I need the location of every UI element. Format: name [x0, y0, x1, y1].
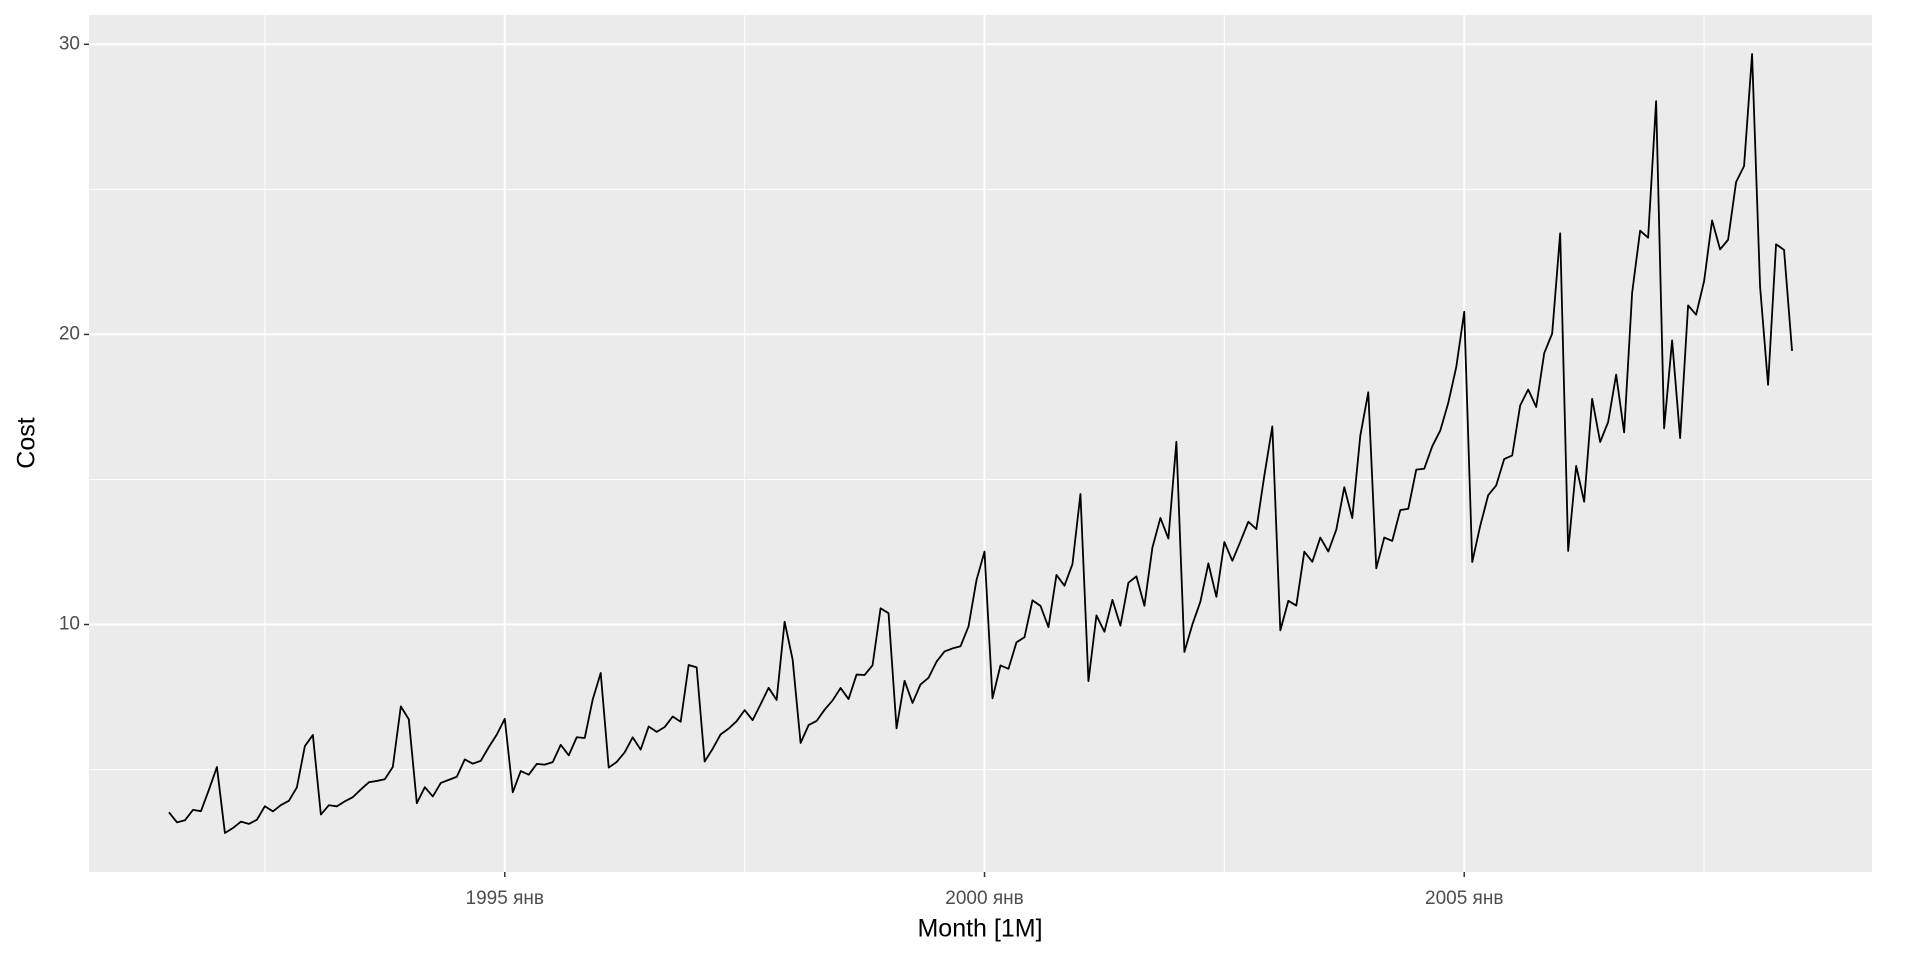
y-tick-label: 10 [59, 614, 80, 635]
x-axis-title: Month [1M] [917, 915, 1042, 943]
plot-panel [89, 15, 1872, 872]
y-tick-label: 20 [59, 323, 80, 344]
line-series [168, 53, 1793, 834]
x-tick-label: 2005 янв [1425, 888, 1503, 909]
x-tick-label: 2000 янв [945, 888, 1023, 909]
y-tick-label: 30 [59, 33, 80, 54]
y-axis-title: Cost [13, 417, 41, 468]
x-tick-label: 1995 янв [466, 888, 544, 909]
